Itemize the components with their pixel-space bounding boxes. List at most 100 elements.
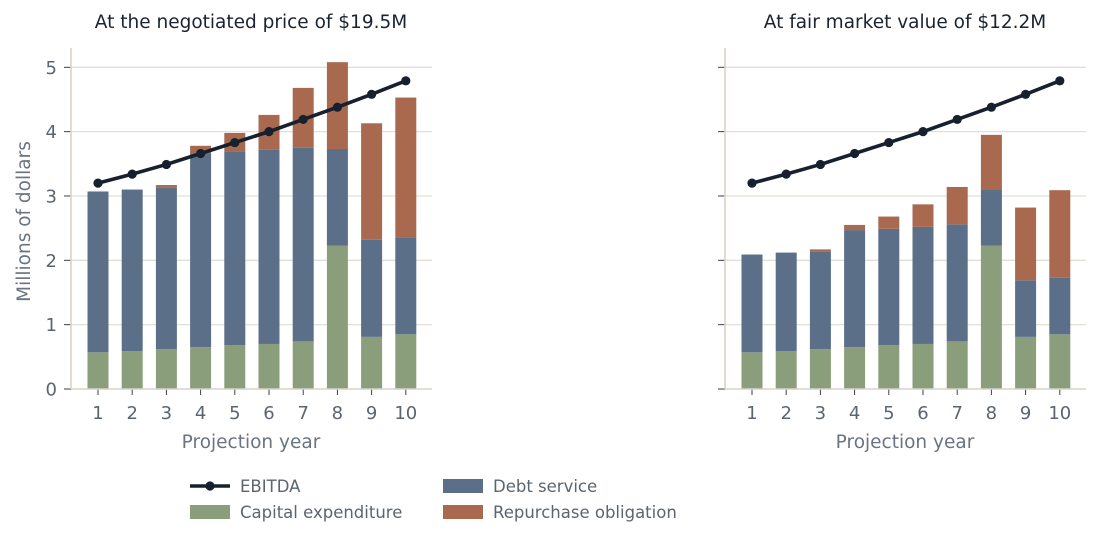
ebitda-point	[127, 169, 137, 179]
ebitda-point	[986, 102, 997, 112]
ebitda-line	[97, 79, 407, 185]
bar-capital-expenditure	[87, 352, 109, 389]
x-tick-label: 10	[394, 403, 417, 424]
bar-capital-expenditure	[292, 341, 314, 389]
bar-capital-expenditure	[1015, 336, 1037, 389]
bar-capital-expenditure	[912, 343, 934, 389]
bar-debt-service	[87, 191, 109, 353]
x-tick-label: 2	[780, 403, 791, 424]
bar-capital-expenditure	[155, 349, 177, 389]
bar-debt-service	[326, 149, 348, 246]
bar-capital-expenditure	[361, 336, 383, 389]
legend-swatch	[443, 505, 483, 519]
legend-item-debt-service: Debt service	[443, 477, 597, 496]
bar-debt-service	[224, 151, 246, 346]
x-tick-label: 2	[126, 403, 137, 424]
x-tick-label: 7	[297, 403, 308, 424]
y-axis-label: Millions of dollars	[14, 141, 35, 302]
ebitda-point	[401, 76, 411, 86]
x-tick-label: 8	[332, 403, 343, 424]
ebitda-point	[332, 102, 342, 112]
ebitda-point	[367, 89, 377, 99]
bar-repurchase-obligation	[395, 97, 417, 238]
chart-panel-fair-market-value: 1 2 3 4 5 6 7 8 9 10 At fair market value of $12.2…	[718, 12, 1086, 453]
ebitda-point	[884, 137, 894, 148]
bar-debt-service	[292, 147, 314, 342]
y-tick-label: 4	[46, 122, 57, 143]
bar-debt-service	[190, 153, 212, 348]
ebitda-point	[161, 159, 171, 170]
bar-capital-expenditure	[258, 343, 280, 389]
chart-panel-negotiated-price: 0 1 2 3 4 5 1 2 3 4 5 6 7 8 9 10 At the negotiated price…	[14, 12, 432, 453]
bar-debt-service	[775, 252, 797, 352]
y-tick-label: 0	[46, 380, 57, 401]
legend-label: EBITDA	[240, 477, 301, 496]
bar-capital-expenditure	[121, 351, 143, 389]
bar-capital-expenditure	[809, 349, 831, 389]
y-tick-label: 5	[46, 58, 57, 79]
x-tick-label: 10	[1048, 403, 1071, 424]
ebitda-point	[850, 148, 860, 159]
ebitda-point	[230, 137, 240, 148]
legend-swatch	[443, 479, 483, 493]
bar-capital-expenditure	[224, 345, 246, 389]
x-axis-label: Projection year	[182, 432, 321, 453]
bar-repurchase-obligation	[361, 123, 383, 240]
y-tick-label: 2	[46, 251, 57, 272]
x-tick-label: 4	[849, 403, 860, 424]
y-tick-label: 3	[46, 186, 57, 207]
ebitda-point	[815, 159, 826, 170]
bar-debt-service	[809, 251, 831, 350]
legend-label: Debt service	[493, 477, 597, 496]
bar-capital-expenditure	[1049, 334, 1071, 389]
legend-label: Repurchase obligation	[493, 503, 677, 522]
bar-capital-expenditure	[775, 351, 797, 389]
bar-debt-service	[980, 189, 1002, 246]
x-tick-label: 4	[195, 403, 206, 424]
bar-debt-service	[1049, 277, 1071, 335]
bar-debt-service	[155, 187, 177, 350]
bar-repurchase-obligation	[1015, 207, 1037, 281]
bar-debt-service	[395, 237, 417, 335]
legend-label: Capital expenditure	[240, 503, 402, 522]
chart-title: At fair market value of $12.2M	[764, 12, 1047, 33]
bar-repurchase-obligation	[809, 249, 831, 252]
ebitda-point	[1055, 76, 1065, 86]
x-tick-label: 6	[263, 403, 274, 424]
ebitda-point	[781, 169, 791, 179]
x-tick-label: 9	[1020, 403, 1031, 424]
x-tick-label: 3	[815, 403, 826, 424]
bar-capital-expenditure	[878, 345, 900, 389]
legend-swatch	[190, 505, 230, 519]
ebitda-point	[1021, 89, 1031, 99]
bar-repurchase-obligation	[155, 185, 177, 188]
ebitda-line	[751, 79, 1061, 185]
x-tick-label: 3	[161, 403, 172, 424]
y-tick-label: 1	[46, 315, 57, 336]
ebitda-point	[93, 178, 103, 188]
bar-repurchase-obligation	[878, 216, 900, 229]
bar-debt-service	[258, 149, 280, 344]
bar-debt-service	[741, 254, 763, 353]
bar-repurchase-obligation	[912, 204, 934, 227]
x-tick-label: 6	[917, 403, 928, 424]
ebitda-point	[298, 114, 308, 125]
x-tick-label: 5	[883, 403, 894, 424]
x-tick-label: 1	[92, 403, 103, 424]
bar-repurchase-obligation	[844, 224, 866, 231]
bar-debt-service	[361, 239, 383, 337]
bar-capital-expenditure	[395, 334, 417, 389]
legend-swatch-marker	[205, 481, 215, 491]
bar-repurchase-obligation	[980, 134, 1002, 190]
legend: EBITDA Debt service Capital expenditure Rep…	[190, 477, 677, 522]
bar-debt-service	[121, 189, 143, 352]
bar-debt-service	[878, 228, 900, 346]
x-tick-label: 5	[229, 403, 240, 424]
bar-capital-expenditure	[844, 347, 866, 389]
bar-debt-service	[1015, 280, 1037, 337]
bar-capital-expenditure	[980, 245, 1002, 389]
x-tick-label: 8	[986, 403, 997, 424]
bar-capital-expenditure	[741, 352, 763, 389]
ebitda-point	[747, 178, 757, 188]
